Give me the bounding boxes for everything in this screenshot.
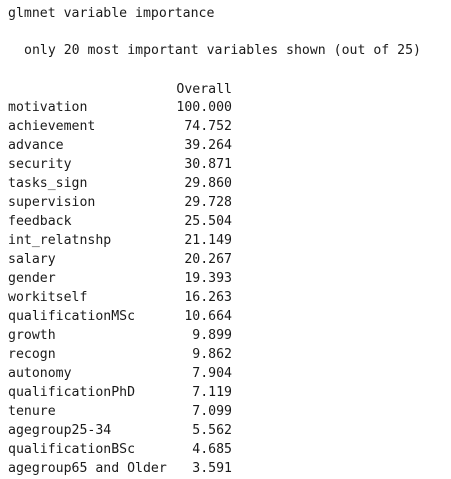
importance-value: 74.752 [184, 119, 232, 134]
table-row: qualificationMSc 10.664 [8, 307, 248, 326]
importance-table: motivation 100.000 achievement 74.752 advanc… [8, 98, 248, 478]
variable-name: recogn [8, 347, 56, 362]
table-row: autonomy 7.904 [8, 364, 248, 383]
importance-value: 9.862 [192, 347, 232, 362]
variable-name: achievement [8, 119, 96, 134]
variable-name: supervision [8, 195, 96, 210]
variable-name: growth [8, 328, 56, 343]
table-row: growth 9.899 [8, 326, 248, 345]
table-row: qualificationPhD 7.119 [8, 383, 248, 402]
importance-value: 25.504 [184, 214, 232, 229]
importance-value: 29.860 [184, 176, 232, 191]
variable-name: gender [8, 271, 56, 286]
variable-name: qualificationPhD [8, 385, 136, 400]
table-row: advance 39.264 [8, 136, 248, 155]
table-row: security 30.871 [8, 155, 248, 174]
importance-value: 29.728 [184, 195, 232, 210]
importance-value: 5.562 [192, 423, 232, 438]
importance-value: 9.899 [192, 328, 232, 343]
importance-value: 7.119 [192, 385, 232, 400]
table-row: salary 20.267 [8, 250, 248, 269]
table-row: agegroup25-34 5.562 [8, 421, 248, 440]
importance-value: 39.264 [184, 138, 232, 153]
table-row: int_relatnshp 21.149 [8, 231, 248, 250]
table-row: agegroup65 and Older 3.591 [8, 459, 248, 478]
importance-value: 7.099 [192, 404, 232, 419]
variable-name: motivation [8, 100, 88, 115]
variable-name: security [8, 157, 72, 172]
importance-value: 20.267 [184, 252, 232, 267]
table-row: achievement 74.752 [8, 117, 248, 136]
table-row: recogn 9.862 [8, 345, 248, 364]
importance-value: 16.263 [184, 290, 232, 305]
variable-name: tasks_sign [8, 176, 88, 191]
table-row: gender 19.393 [8, 269, 248, 288]
importance-value: 21.149 [184, 233, 232, 248]
importance-value: 100.000 [176, 100, 232, 115]
importance-value: 7.904 [192, 366, 232, 381]
variable-name: agegroup65 and Older [8, 461, 167, 476]
variable-name: feedback [8, 214, 72, 229]
table-row: supervision 29.728 [8, 193, 248, 212]
variable-name: int_relatnshp [8, 233, 112, 248]
table-row: workitself 16.263 [8, 288, 248, 307]
output-subtitle: only 20 most important variables shown (… [24, 43, 421, 58]
variable-name: advance [8, 138, 64, 153]
variable-name: qualificationMSc [8, 309, 136, 324]
importance-value: 3.591 [192, 461, 232, 476]
variable-name: tenure [8, 404, 56, 419]
importance-value: 4.685 [192, 442, 232, 457]
table-row: motivation 100.000 [8, 98, 248, 117]
importance-value: 19.393 [184, 271, 232, 286]
table-row: tenure 7.099 [8, 402, 248, 421]
variable-name: salary [8, 252, 56, 267]
variable-name: workitself [8, 290, 88, 305]
importance-value: 10.664 [184, 309, 232, 324]
variable-name: qualificationBSc [8, 442, 136, 457]
column-header-overall: Overall [176, 82, 232, 97]
table-row: qualificationBSc 4.685 [8, 440, 248, 459]
variable-name: autonomy [8, 366, 72, 381]
table-row: feedback 25.504 [8, 212, 248, 231]
importance-value: 30.871 [184, 157, 232, 172]
variable-name: agegroup25-34 [8, 423, 112, 438]
output-title: glmnet variable importance [8, 6, 215, 21]
table-row: tasks_sign 29.860 [8, 174, 248, 193]
